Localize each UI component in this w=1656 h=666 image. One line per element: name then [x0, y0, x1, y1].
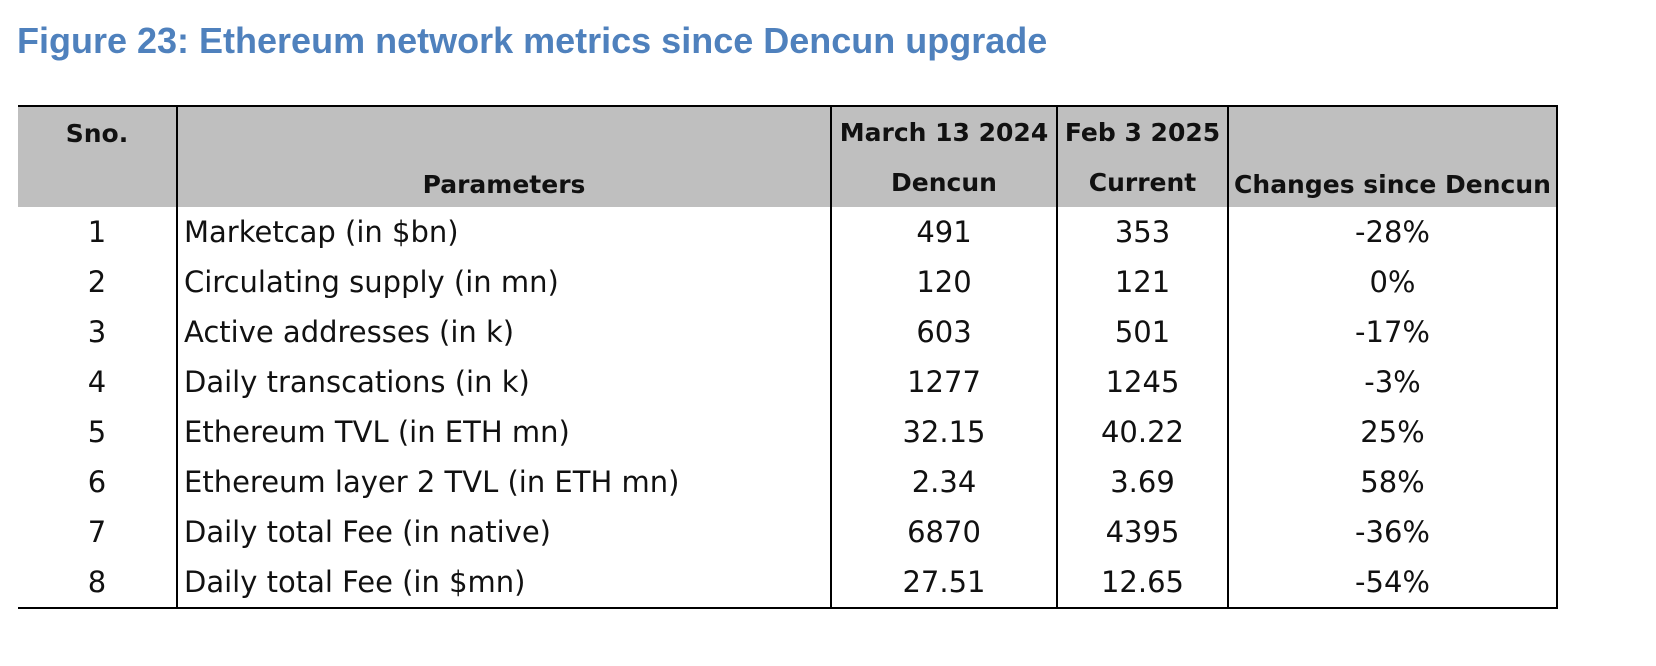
header-date-current: Feb 3 2025 [1056, 106, 1228, 157]
cell-dencun-value: 491 [830, 207, 1057, 257]
table-row: 7 Daily total Fee (in native) 6870 4395 -36% [18, 507, 1557, 557]
cell-change: 0% [1227, 257, 1557, 307]
header-sno: Sno. [18, 106, 178, 207]
header-changes: Changes since Dencun [1227, 106, 1557, 207]
table-row: 2 Circulating supply (in mn) 120 121 0% [18, 257, 1557, 307]
cell-dencun-value: 32.15 [830, 407, 1057, 457]
cell-sno: 2 [18, 257, 178, 307]
cell-parameter: Ethereum TVL (in ETH mn) [176, 407, 831, 457]
header-row-bottom: Dencun Current [18, 157, 1557, 207]
header-current-label: Current [1056, 157, 1228, 207]
cell-parameter: Daily total Fee (in native) [176, 507, 831, 557]
cell-sno: 7 [18, 507, 178, 557]
cell-current-value: 40.22 [1056, 407, 1228, 457]
cell-dencun-value: 603 [830, 307, 1057, 357]
cell-dencun-value: 6870 [830, 507, 1057, 557]
table-row: 1 Marketcap (in $bn) 491 353 -28% [18, 207, 1557, 257]
cell-parameter: Active addresses (in k) [176, 307, 831, 357]
table-header: Sno. Parameters March 13 2024 Feb 3 2025… [18, 106, 1557, 207]
header-date-dencun: March 13 2024 [830, 106, 1057, 157]
cell-parameter: Ethereum layer 2 TVL (in ETH mn) [176, 457, 831, 507]
cell-sno: 5 [18, 407, 178, 457]
cell-parameter: Marketcap (in $bn) [176, 207, 831, 257]
figure-title: Figure 23: Ethereum network metrics sinc… [17, 20, 1048, 61]
cell-parameter: Daily total Fee (in $mn) [176, 557, 831, 608]
cell-current-value: 4395 [1056, 507, 1228, 557]
cell-change: -3% [1227, 357, 1557, 407]
cell-current-value: 1245 [1056, 357, 1228, 407]
table-row: 4 Daily transcations (in k) 1277 1245 -3% [18, 357, 1557, 407]
cell-current-value: 3.69 [1056, 457, 1228, 507]
table-row: 5 Ethereum TVL (in ETH mn) 32.15 40.22 25% [18, 407, 1557, 457]
cell-change: -28% [1227, 207, 1557, 257]
cell-sno: 6 [18, 457, 178, 507]
cell-dencun-value: 27.51 [830, 557, 1057, 608]
cell-change: 25% [1227, 407, 1557, 457]
header-dencun-label: Dencun [830, 157, 1058, 207]
cell-dencun-value: 2.34 [830, 457, 1057, 507]
header-row-top: Sno. Parameters March 13 2024 Feb 3 2025… [18, 106, 1557, 207]
cell-sno: 1 [18, 207, 178, 257]
cell-sno: 4 [18, 357, 178, 407]
cell-change: -54% [1227, 557, 1557, 608]
cell-current-value: 121 [1056, 257, 1228, 307]
cell-dencun-value: 1277 [830, 357, 1057, 407]
cell-change: 58% [1227, 457, 1557, 507]
cell-parameter: Daily transcations (in k) [176, 357, 831, 407]
cell-current-value: 501 [1056, 307, 1228, 357]
cell-current-value: 12.65 [1056, 557, 1228, 608]
header-parameters: Parameters [176, 106, 831, 207]
table-row: 8 Daily total Fee (in $mn) 27.51 12.65 -54% [18, 557, 1557, 608]
table-body: 1 Marketcap (in $bn) 491 353 -28% 2 Circulatin… [18, 207, 1557, 608]
cell-current-value: 353 [1056, 207, 1228, 257]
cell-sno: 3 [18, 307, 178, 357]
table-row: 3 Active addresses (in k) 603 501 -17% [18, 307, 1557, 357]
cell-sno: 8 [18, 557, 178, 608]
cell-dencun-value: 120 [830, 257, 1057, 307]
metrics-table: Sno. Parameters March 13 2024 Feb 3 2025… [18, 105, 1558, 609]
table-row: 6 Ethereum layer 2 TVL (in ETH mn) 2.34 3.6… [18, 457, 1557, 507]
cell-parameter: Circulating supply (in mn) [176, 257, 831, 307]
cell-change: -36% [1227, 507, 1557, 557]
cell-change: -17% [1227, 307, 1557, 357]
